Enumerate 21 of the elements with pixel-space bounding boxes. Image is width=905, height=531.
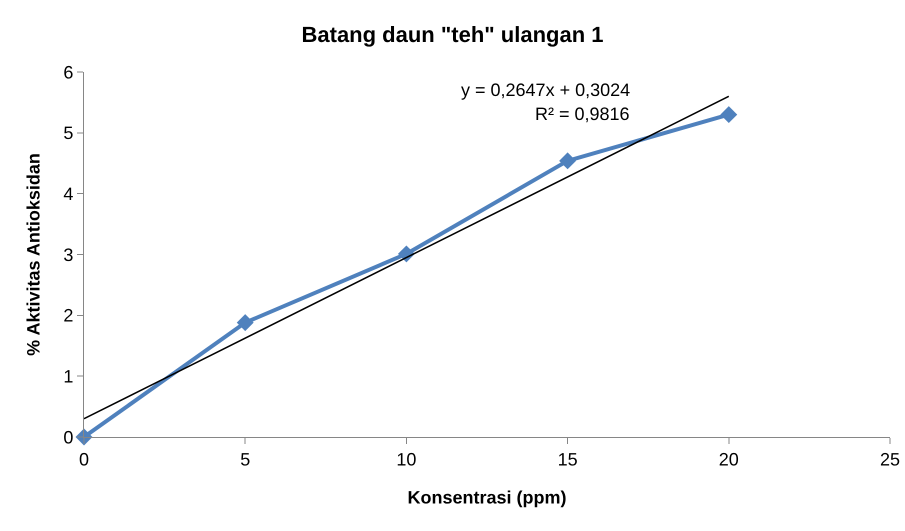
y-tick-label: 1	[63, 366, 74, 386]
point	[720, 106, 738, 124]
point	[236, 314, 254, 332]
y-axis-title: % Aktivitas Antioksidan	[24, 153, 44, 356]
x-tick-label: 20	[718, 450, 739, 470]
y-tick-label: 4	[63, 184, 74, 204]
x-tick-label: 5	[240, 450, 250, 470]
annotation: y = 0,2647x + 0,3024	[461, 80, 630, 100]
point	[559, 152, 576, 170]
y-tick-label: 0	[63, 427, 74, 448]
x-tick-label: 15	[558, 450, 578, 470]
chart-title: Batang daun "teh" ulangan 1	[302, 22, 604, 47]
x-tick-label: 25	[880, 450, 900, 470]
x-tick-label: 0	[78, 450, 90, 470]
x-tick-label: 10	[396, 450, 416, 470]
y-tick-label: 6	[63, 62, 74, 82]
x-axis-title: Konsentrasi (ppm)	[407, 488, 567, 508]
y-tick-label: 5	[63, 123, 74, 144]
annotation: R² = 0,9816	[535, 104, 630, 124]
y-tick-label: 2	[63, 306, 74, 326]
y-tick-label: 3	[63, 244, 74, 265]
